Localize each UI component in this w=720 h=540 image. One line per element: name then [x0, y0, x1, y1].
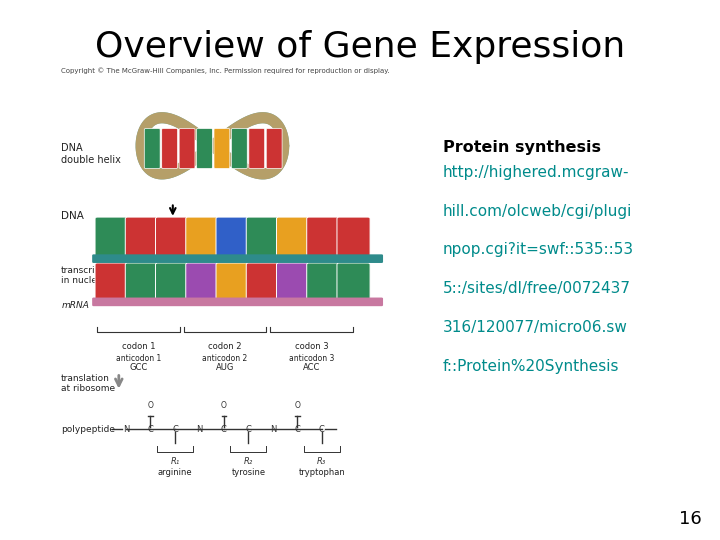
FancyBboxPatch shape — [276, 217, 310, 261]
Text: codon 3: codon 3 — [294, 342, 328, 351]
Text: tyrosine: tyrosine — [231, 468, 266, 477]
Text: N: N — [123, 425, 129, 434]
Text: U: U — [199, 278, 205, 287]
Text: anticodon 3: anticodon 3 — [289, 354, 334, 363]
Text: O: O — [221, 401, 227, 410]
FancyBboxPatch shape — [216, 217, 249, 261]
Text: C: C — [139, 234, 145, 244]
FancyBboxPatch shape — [246, 217, 279, 261]
Text: G: G — [320, 278, 326, 287]
FancyBboxPatch shape — [214, 129, 230, 168]
FancyBboxPatch shape — [179, 129, 195, 168]
Text: npop.cgi?it=swf::535::53: npop.cgi?it=swf::535::53 — [443, 242, 634, 258]
Text: C: C — [148, 425, 153, 434]
Text: O: O — [148, 401, 153, 410]
FancyBboxPatch shape — [337, 263, 370, 301]
Text: 316/120077/micro06.sw: 316/120077/micro06.sw — [443, 320, 628, 335]
Text: C: C — [294, 425, 300, 434]
Text: G: G — [260, 234, 266, 244]
Text: C: C — [172, 425, 178, 434]
Text: mRNA: mRNA — [61, 301, 89, 309]
Text: Protein synthesis: Protein synthesis — [443, 140, 600, 156]
Text: C: C — [351, 234, 356, 244]
FancyBboxPatch shape — [337, 217, 370, 261]
Text: translation
at ribosome: translation at ribosome — [61, 374, 115, 393]
Text: anticodon 2: anticodon 2 — [202, 354, 248, 363]
Text: DNA: DNA — [61, 211, 84, 221]
Text: A: A — [290, 234, 296, 244]
FancyBboxPatch shape — [186, 263, 219, 301]
Text: Overview of Gene Expression: Overview of Gene Expression — [95, 30, 625, 64]
Text: N: N — [197, 425, 202, 434]
Text: T: T — [230, 234, 235, 244]
Text: A: A — [199, 234, 205, 244]
FancyBboxPatch shape — [95, 217, 128, 261]
FancyBboxPatch shape — [307, 217, 340, 261]
Text: GCC: GCC — [130, 363, 148, 373]
Text: 5::/sites/dl/free/0072437: 5::/sites/dl/free/0072437 — [443, 281, 631, 296]
Text: C: C — [169, 234, 175, 244]
Text: 16: 16 — [679, 510, 702, 528]
Text: R₃: R₃ — [318, 457, 326, 467]
Text: A: A — [230, 278, 235, 287]
Text: U: U — [290, 278, 296, 287]
Text: polypeptide: polypeptide — [61, 425, 115, 434]
Text: Copyright © The McGraw-Hill Companies, Inc. Permission required for reproduction: Copyright © The McGraw-Hill Companies, I… — [61, 68, 390, 74]
FancyBboxPatch shape — [125, 263, 158, 301]
Text: C: C — [109, 278, 114, 287]
Text: N: N — [270, 425, 276, 434]
Text: transcription
in nucleus: transcription in nucleus — [61, 266, 119, 285]
Text: O: O — [294, 401, 300, 410]
FancyBboxPatch shape — [197, 129, 212, 168]
FancyBboxPatch shape — [125, 217, 158, 261]
Text: codon 2: codon 2 — [208, 342, 242, 351]
Text: G: G — [169, 278, 175, 287]
FancyBboxPatch shape — [266, 129, 282, 168]
Text: hill.com/olcweb/cgi/plugi: hill.com/olcweb/cgi/plugi — [443, 204, 632, 219]
Text: http://highered.mcgraw-: http://highered.mcgraw- — [443, 165, 629, 180]
Text: C: C — [320, 234, 326, 244]
Text: tryptophan: tryptophan — [299, 468, 345, 477]
FancyBboxPatch shape — [162, 129, 178, 168]
FancyBboxPatch shape — [276, 263, 310, 301]
FancyBboxPatch shape — [156, 263, 189, 301]
Text: G: G — [109, 234, 114, 244]
FancyBboxPatch shape — [246, 263, 279, 301]
FancyBboxPatch shape — [186, 217, 219, 261]
FancyBboxPatch shape — [92, 254, 383, 263]
FancyBboxPatch shape — [156, 217, 189, 261]
FancyBboxPatch shape — [144, 129, 160, 168]
Text: arginine: arginine — [158, 468, 192, 477]
Text: ACC: ACC — [302, 363, 320, 373]
FancyBboxPatch shape — [231, 129, 247, 168]
Text: DNA
double helix: DNA double helix — [61, 143, 121, 165]
Text: C: C — [260, 278, 266, 287]
FancyBboxPatch shape — [307, 263, 340, 301]
Text: C: C — [221, 425, 227, 434]
FancyBboxPatch shape — [216, 263, 249, 301]
FancyBboxPatch shape — [92, 298, 383, 306]
Text: G: G — [351, 278, 356, 287]
Text: R₁: R₁ — [171, 457, 179, 467]
Text: C: C — [319, 425, 325, 434]
Text: AUG: AUG — [216, 363, 234, 373]
Text: C: C — [246, 425, 251, 434]
FancyBboxPatch shape — [249, 129, 265, 168]
Text: codon 1: codon 1 — [122, 342, 156, 351]
Text: anticodon 1: anticodon 1 — [116, 354, 161, 363]
Text: R₂: R₂ — [244, 457, 253, 467]
Text: f::Protein%20Synthesis: f::Protein%20Synthesis — [443, 359, 619, 374]
Text: G: G — [139, 278, 145, 287]
FancyBboxPatch shape — [95, 263, 128, 301]
